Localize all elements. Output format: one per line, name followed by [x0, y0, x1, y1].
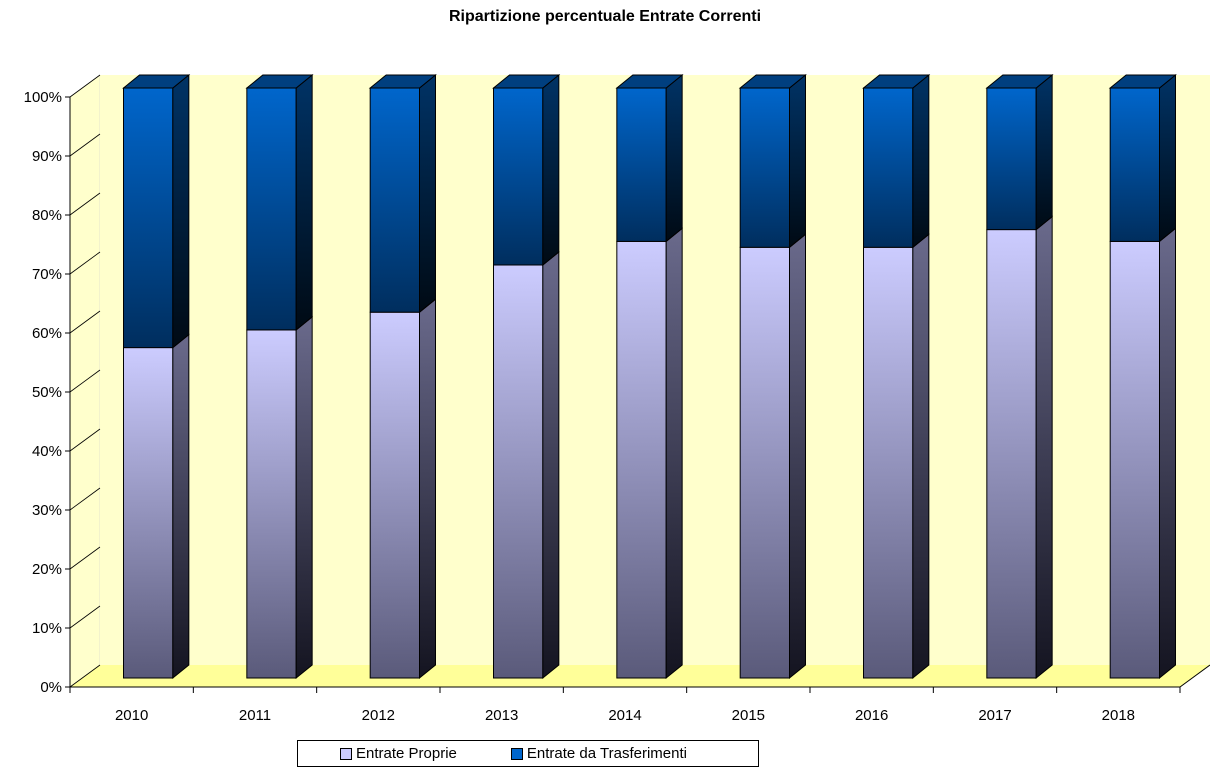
bar-entrate-da-trasferimenti-side [172, 73, 190, 349]
bar-entrate-da-trasferimenti-side [295, 73, 313, 331]
y-tick-depth [69, 487, 101, 511]
y-tick-label: 50% [32, 384, 62, 401]
y-tick-depth [69, 546, 101, 570]
bar-entrate-proprie-side [1159, 227, 1176, 680]
y-tick-label: 30% [32, 502, 62, 519]
y-tick-depth [69, 192, 101, 216]
bar-top-cap [985, 74, 1054, 89]
x-axis-depth-line [1179, 664, 1210, 688]
y-tick-label: 80% [32, 207, 62, 224]
y-tick-depth [69, 605, 101, 629]
bar-entrate-proprie [986, 229, 1037, 679]
y-tick-label: 100% [24, 89, 62, 106]
bar-entrate-proprie [863, 246, 914, 679]
x-tick-label: 2018 [1102, 707, 1135, 724]
bar-entrate-da-trasferimenti [123, 87, 174, 349]
bar-group-2013 [492, 73, 561, 680]
legend-label-entrate-da-trasferimenti: Entrate da Trasferimenti [526, 745, 687, 762]
bar-entrate-proprie [369, 311, 420, 679]
bar-entrate-proprie-side [172, 333, 190, 680]
legend-item-entrate-proprie: Entrate Proprie [340, 745, 457, 762]
bar-entrate-proprie-side [789, 233, 806, 680]
bar-group-2012 [368, 73, 437, 680]
bar-top-cap [862, 74, 931, 89]
bar-entrate-proprie-side [912, 233, 930, 680]
x-tick-label: 2012 [362, 707, 395, 724]
tick-labels: 0% 10% 20% 30% 40% 50% 60% 70% 80% 90% 100% 2010 201… [24, 89, 1135, 724]
y-tick-label: 90% [32, 148, 62, 165]
y-tick-depth [69, 428, 101, 452]
bar-entrate-proprie-side [665, 227, 683, 680]
y-tick-label: 20% [32, 561, 62, 578]
bar-entrate-proprie [246, 329, 297, 679]
bar-group-2010 [122, 73, 191, 680]
bar-top-cap [738, 74, 807, 89]
legend: Entrate Proprie Entrate da Trasferimenti [297, 740, 759, 767]
y-tick-depth [69, 251, 101, 275]
bar-entrate-proprie [616, 240, 667, 679]
y-tick-depth [69, 369, 101, 393]
legend-item-entrate-da-trasferimenti: Entrate da Trasferimenti [510, 745, 687, 762]
bar-entrate-da-trasferimenti-side [542, 73, 560, 267]
x-tick-label: 2011 [239, 707, 271, 724]
bar-entrate-da-trasferimenti [863, 87, 914, 248]
bar-entrate-da-trasferimenti-side [789, 73, 806, 249]
x-tick-label: 2013 [485, 707, 518, 724]
bar-group-2017 [985, 73, 1054, 680]
bar-group-2011 [245, 73, 314, 680]
bar-top-cap [615, 74, 684, 89]
y-tick-depth [69, 664, 101, 688]
y-tick-label: 10% [32, 620, 62, 637]
bar-entrate-proprie [739, 246, 791, 679]
legend-swatch-entrate-da-trasferimenti [510, 747, 523, 760]
y-tick-label: 60% [32, 325, 62, 342]
bar-entrate-proprie-side [542, 250, 560, 680]
x-tick-label: 2015 [732, 707, 765, 724]
bar-top-cap [368, 74, 437, 89]
bar-group-2016 [862, 73, 931, 680]
y-tick-label: 70% [32, 266, 62, 283]
bar-group-2018 [1108, 73, 1177, 680]
x-tick-label: 2017 [978, 707, 1011, 724]
bar-entrate-proprie-side [1035, 215, 1053, 680]
bar-top-cap [245, 74, 314, 89]
y-tick-label: 0% [40, 679, 62, 696]
bar-entrate-proprie [1109, 240, 1160, 679]
axes [65, 74, 1210, 693]
bars [122, 73, 1177, 680]
bar-entrate-da-trasferimenti [986, 87, 1037, 231]
bar-entrate-da-trasferimenti-side [665, 73, 683, 243]
legend-swatch-entrate-proprie [340, 747, 352, 760]
bar-entrate-da-trasferimenti [1109, 87, 1160, 242]
bar-entrate-da-trasferimenti-side [912, 73, 930, 249]
bar-group-2015 [738, 73, 807, 680]
bar-entrate-proprie [123, 347, 174, 679]
bar-entrate-da-trasferimenti [739, 87, 791, 248]
x-tick-label: 2014 [608, 707, 641, 724]
bar-entrate-proprie-side [419, 298, 436, 680]
x-tick-label: 2016 [855, 707, 888, 724]
bar-entrate-da-trasferimenti-side [419, 73, 436, 314]
y-tick-label: 40% [32, 443, 62, 460]
bar-entrate-da-trasferimenti [246, 87, 297, 331]
bar-entrate-proprie [493, 264, 544, 679]
bar-entrate-da-trasferimenti [493, 87, 544, 266]
bar-top-cap [492, 74, 561, 89]
y-tick-depth [69, 310, 101, 334]
bar-entrate-da-trasferimenti-side [1159, 73, 1176, 243]
x-tick-label: 2010 [115, 707, 148, 724]
bar-top-cap [1108, 74, 1177, 89]
bar-top-cap [122, 74, 191, 89]
y-tick-depth [69, 133, 101, 157]
bar-entrate-da-trasferimenti [369, 87, 420, 313]
bar-entrate-proprie-side [295, 315, 313, 680]
legend-label-entrate-proprie: Entrate Proprie [356, 745, 457, 762]
bar-group-2014 [615, 73, 684, 680]
bar-entrate-da-trasferimenti [616, 87, 667, 242]
chart-title: Ripartizione percentuale Entrate Corrent… [448, 8, 762, 25]
y-tick-depth [69, 74, 101, 98]
bar-entrate-da-trasferimenti-side [1035, 73, 1053, 231]
